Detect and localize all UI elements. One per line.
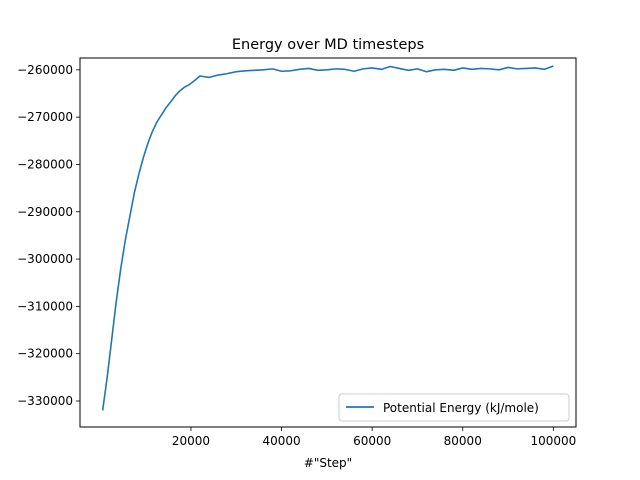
y-axis: −330000 −320000 −310000 −300000 −290000 −2800… — [17, 63, 80, 408]
y-tick-label: −270000 — [17, 110, 73, 124]
x-axis-label: #"Step" — [304, 456, 352, 470]
series-line-0 — [101, 65, 554, 411]
x-tick-label: 60000 — [353, 434, 391, 448]
y-tick-label: −320000 — [17, 347, 73, 361]
x-axis: 20000 40000 60000 80000 100000 — [172, 427, 576, 448]
y-tick-label: −260000 — [17, 63, 73, 77]
y-tick-label: −330000 — [17, 394, 73, 408]
y-tick-label: −290000 — [17, 205, 73, 219]
axes-frame — [79, 57, 577, 428]
plot-area — [101, 65, 554, 411]
legend-label: Potential Energy (kJ/mole) — [383, 401, 539, 415]
y-tick-label: −280000 — [17, 157, 73, 171]
x-tick-label: 100000 — [530, 434, 576, 448]
legend-box — [338, 393, 570, 422]
x-tick-label: 80000 — [444, 434, 482, 448]
x-tick-label: 20000 — [172, 434, 210, 448]
legend: Potential Energy (kJ/mole) — [338, 393, 570, 422]
y-tick-label: −300000 — [17, 252, 73, 266]
y-tick-label: −310000 — [17, 299, 73, 313]
chart-title: Energy over MD timesteps — [232, 37, 424, 53]
x-tick-label: 40000 — [262, 434, 300, 448]
